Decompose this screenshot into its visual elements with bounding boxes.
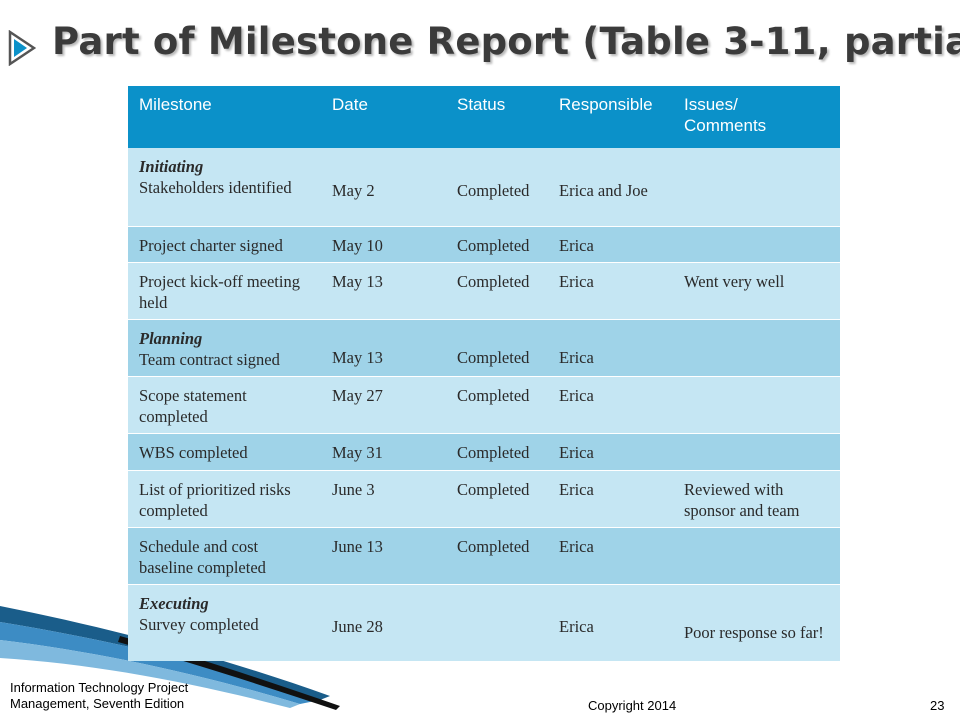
table-header-row: Milestone Date Status Responsible Issues… [128,86,840,148]
table-row: Project kick-off meeting held May 13 Com… [128,262,840,320]
milestone-text: Team contract signed [139,349,280,369]
table-row: Initiating Stakeholders identified May 2… [128,148,840,227]
page-number: 23 [930,698,945,713]
responsible-cell: Erica [548,319,673,377]
comments-cell [673,433,840,471]
responsible-cell: Erica [548,262,673,320]
header-issues-comments: Issues/ Comments [684,95,767,135]
arrow-bullet-icon [8,30,36,66]
book-title-footer: Information Technology Project Managemen… [10,680,188,712]
phase-label: Planning [139,328,203,348]
milestone-cell: Executing Survey completed [128,584,321,661]
status-cell: Completed [446,226,548,263]
table-row: Planning Team contract signed May 13 Com… [128,319,840,377]
comments-cell: Reviewed with sponsor and team [673,470,840,528]
comments-cell [673,148,840,227]
table-row: Executing Survey completed June 28 Erica… [128,584,840,661]
responsible-cell: Erica [548,527,673,585]
milestone-text: Survey completed [139,614,259,634]
status-cell: Completed [446,376,548,434]
book-title-line: Management, Seventh Edition [10,696,185,711]
responsible-cell: Erica [548,433,673,471]
status-cell: Completed [446,470,548,528]
milestone-cell: Schedule and cost baseline completed [128,527,321,585]
table-row: Project charter signed May 10 Completed … [128,226,840,263]
responsible-cell: Erica [548,470,673,528]
milestone-cell: Project kick-off meeting held [128,262,321,320]
date-cell: June 28 [332,617,383,637]
status-cell: Completed [446,319,548,377]
status-cell: Completed [446,262,548,320]
table-row: Schedule and cost baseline completed Jun… [128,527,840,585]
slide-title: Part of Milestone Report (Table 3-11, pa… [52,20,960,63]
responsible-cell: Erica and Joe [548,148,673,227]
milestone-text: Stakeholders identified [139,178,292,197]
milestone-cell: Initiating Stakeholders identified [128,148,321,227]
date-cell: May 31 [321,433,446,471]
comments-cell: Went very well [673,262,840,320]
date-cell: May 10 [321,226,446,263]
table-row: Scope statement completed May 27 Complet… [128,376,840,434]
header-responsible: Responsible [559,95,653,114]
comments-cell [673,527,840,585]
date-cell: May 13 [321,319,446,377]
status-cell [446,584,548,661]
header-milestone: Milestone [139,95,212,114]
copyright-footer: Copyright 2014 [588,698,677,713]
comments-cell [673,376,840,434]
date-cell: June 13 [321,527,446,585]
milestone-cell: Project charter signed [128,226,321,263]
status-cell: Completed [446,527,548,585]
date-cell: May 13 [321,262,446,320]
date-cell: May 27 [321,376,446,434]
header-date: Date [332,95,368,114]
milestone-table-container: Milestone Date Status Responsible Issues… [128,86,840,661]
status-cell: Completed [446,433,548,471]
milestone-cell: Scope statement completed [128,376,321,434]
comments-cell [673,226,840,263]
responsible-cell: Erica [559,617,594,637]
table-row: List of prioritized risks completed June… [128,470,840,528]
table-row: WBS completed May 31 Completed Erica [128,433,840,471]
status-cell: Completed [446,148,548,227]
milestone-cell: Planning Team contract signed [128,319,321,377]
milestone-cell: List of prioritized risks completed [128,470,321,528]
date-cell: June 3 [321,470,446,528]
comments-cell: Poor response so far! [684,623,824,643]
responsible-cell: Erica [548,226,673,263]
book-title-line: Information Technology Project [10,680,189,695]
date-cell: May 2 [321,148,446,227]
milestone-table: Milestone Date Status Responsible Issues… [128,86,840,661]
responsible-cell: Erica [548,376,673,434]
header-status: Status [457,95,506,114]
milestone-cell: WBS completed [128,433,321,471]
comments-cell [673,319,840,377]
phase-label: Executing [139,593,209,613]
phase-label: Initiating [139,157,204,176]
